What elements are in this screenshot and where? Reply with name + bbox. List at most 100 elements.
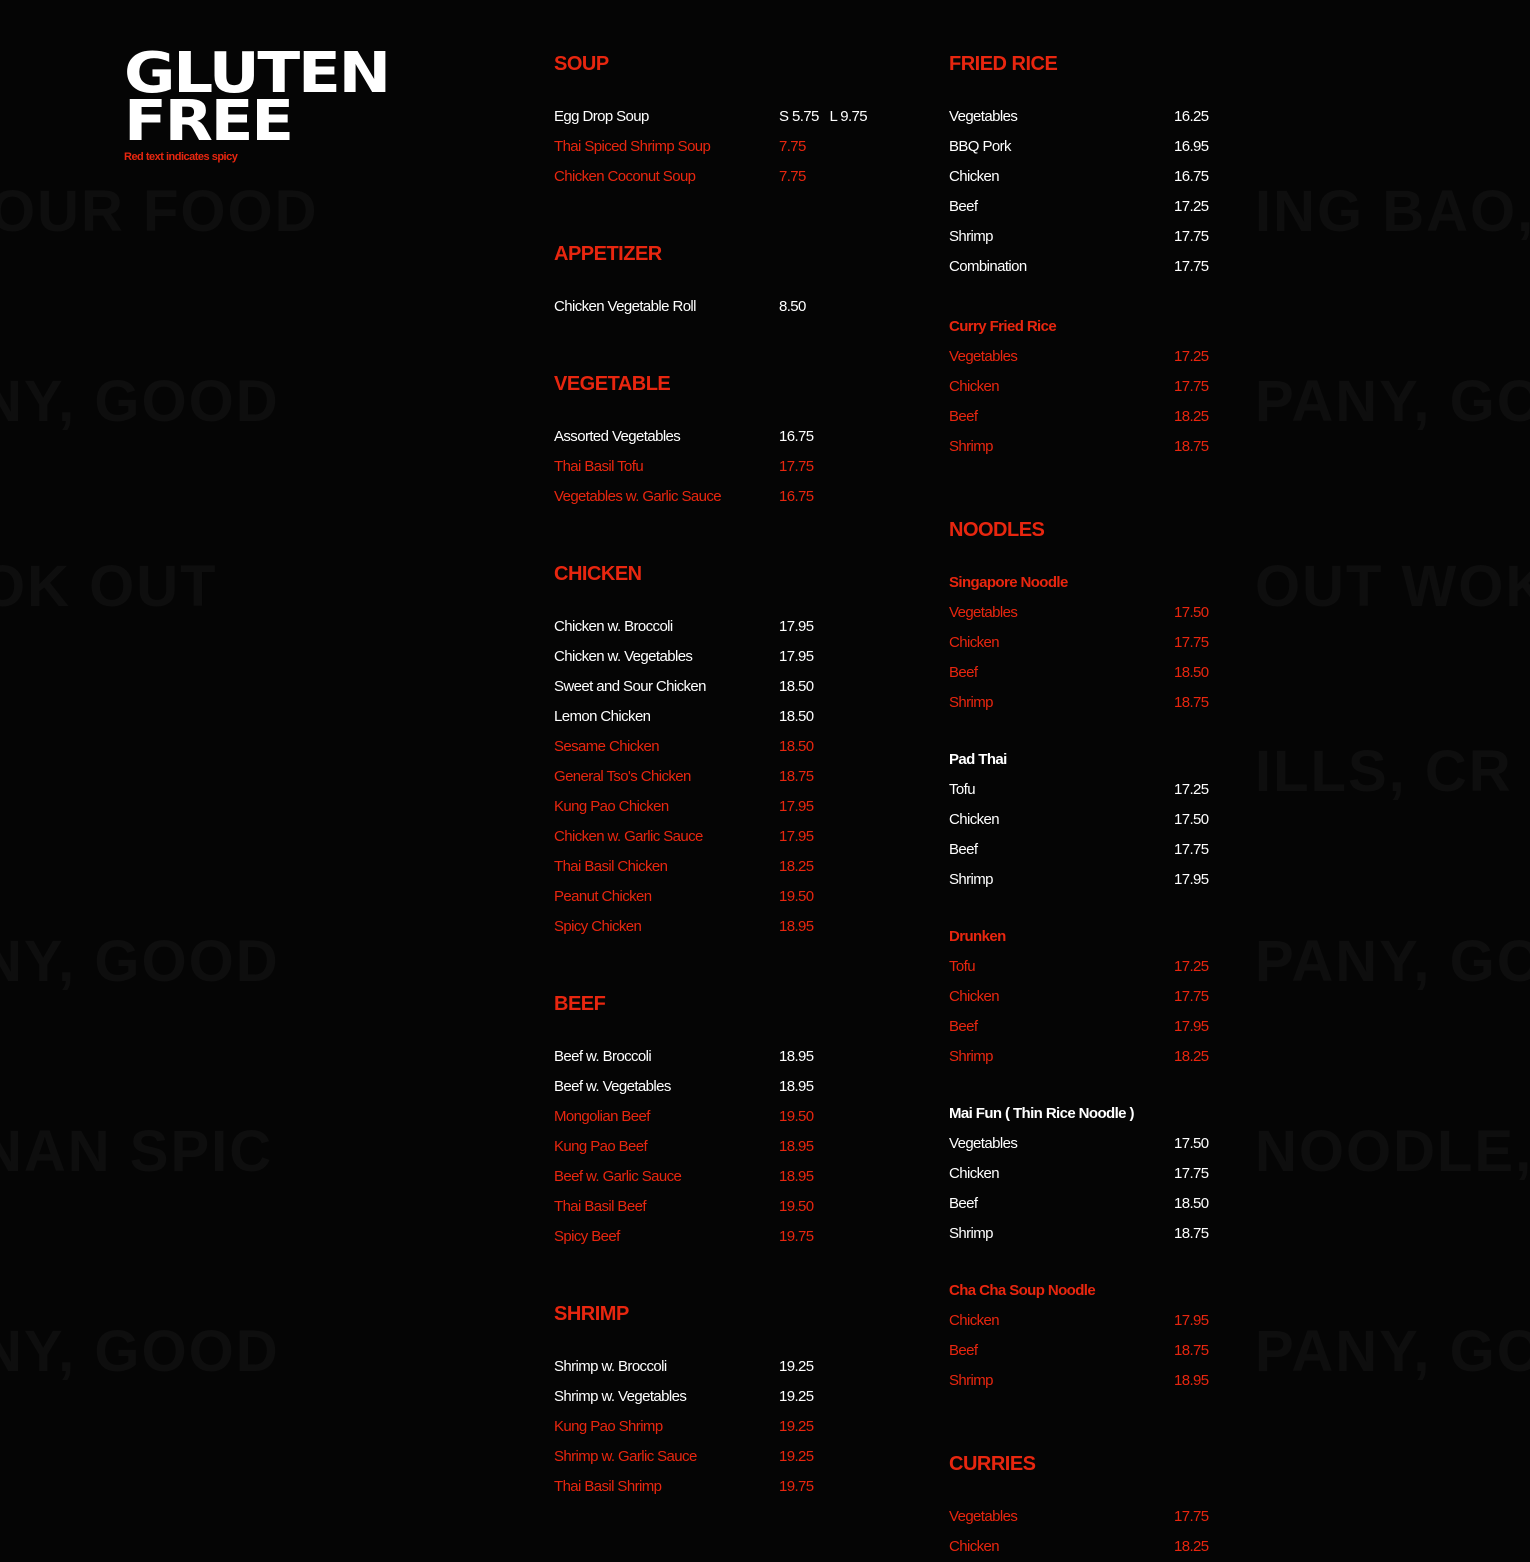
section-heading: CHICKEN: [554, 563, 642, 585]
menu-item-name: Vegetables w. Garlic Sauce: [554, 488, 722, 505]
menu-item-price: 18.95: [779, 918, 814, 935]
menu-item-price: 17.95: [779, 648, 814, 665]
menu-item-name: Spicy Beef: [554, 1228, 620, 1245]
menu-item-name: Beef: [949, 408, 978, 425]
menu-item-name: Vegetables: [949, 604, 1018, 621]
menu-item: Shrimp 18.25: [949, 1042, 1249, 1072]
page-title-line-2: FREE: [124, 89, 294, 154]
menu-item-name: Thai Basil Shrimp: [554, 1478, 662, 1495]
menu-item-price: 18.95: [779, 1138, 814, 1155]
menu-item-name: Thai Spiced Shrimp Soup: [554, 138, 711, 155]
menu-item: Beef 17.95: [949, 1012, 1249, 1042]
menu-item-name: Tofu: [949, 781, 976, 798]
menu-item-name: Beef: [949, 664, 978, 681]
menu-item-price: 17.25: [1174, 781, 1209, 798]
menu-item: Kung Pao Beef 18.95: [554, 1132, 854, 1162]
menu-subsection: Mai Fun ( Thin Rice Noodle ) Vegetables 17…: [949, 1099, 1249, 1249]
menu-item-name: Chicken w. Garlic Sauce: [554, 828, 703, 845]
menu-item-price: 17.50: [1174, 604, 1209, 621]
menu-item: Assorted Vegetables 16.75: [554, 422, 854, 452]
section-heading: SOUP: [554, 53, 609, 75]
menu-item-name: Chicken Vegetable Roll: [554, 298, 697, 315]
menu-item: Spicy Beef 19.75: [554, 1222, 854, 1252]
menu-item-price: 17.25: [1174, 958, 1209, 975]
menu-item: Chicken w. Broccoli 17.95: [554, 612, 854, 642]
menu-item-price: 18.25: [1174, 1048, 1209, 1065]
menu-item: Chicken 17.75: [949, 628, 1249, 658]
menu-item: Combination 17.75: [949, 252, 1249, 282]
menu-item-price: 16.95: [1174, 138, 1209, 155]
page-title-line-1: GLUTEN: [124, 41, 391, 106]
menu-item-name: Shrimp: [949, 1048, 994, 1065]
menu-item-name: Thai Basil Chicken: [554, 858, 668, 875]
section-heading: NOODLES: [949, 519, 1045, 541]
menu-subsection: Cha Cha Soup Noodle Chicken 17.95 Beef 18.75…: [949, 1276, 1249, 1396]
subsection-heading: Drunken: [949, 928, 1006, 945]
menu-item-price: 18.50: [779, 708, 814, 725]
menu-item: Thai Basil Chicken 18.25: [554, 852, 854, 882]
menu-item: Chicken 17.50: [949, 805, 1249, 835]
menu-item-price: 18.95: [1174, 1372, 1209, 1389]
menu-item: Chicken 18.25: [949, 1532, 1249, 1562]
menu-item-price: 19.50: [779, 1198, 814, 1215]
menu-item: Beef 18.50: [949, 658, 1249, 688]
menu-item-price: 17.25: [1174, 198, 1209, 215]
menu-item-name: Beef: [949, 198, 978, 215]
menu-subsection: Drunken Tofu 17.25 Chicken 17.75 Beef 17.95 Shr…: [949, 922, 1249, 1072]
menu-item: Shrimp 17.95: [949, 865, 1249, 895]
menu-item: Spicy Chicken 18.95: [554, 912, 854, 942]
menu-item: Sesame Chicken 18.50: [554, 732, 854, 762]
section-heading: SHRIMP: [554, 1303, 629, 1325]
menu-subsection: Curry Fried Rice Vegetables 17.25 Chicken 17…: [949, 312, 1249, 462]
menu-item-price: 17.95: [779, 828, 814, 845]
menu-item-price: 17.75: [1174, 258, 1209, 275]
menu-item-name: Lemon Chicken: [554, 708, 651, 725]
menu-item-price: 19.75: [779, 1228, 814, 1245]
section-heading: VEGETABLE: [554, 373, 671, 395]
menu-item-name: Chicken w. Vegetables: [554, 648, 693, 665]
subsection-heading: Singapore Noodle: [949, 574, 1068, 591]
menu-item: Shrimp 18.75: [949, 688, 1249, 718]
menu-item: Vegetables 16.25: [949, 102, 1249, 132]
menu-item-price: 18.25: [779, 858, 814, 875]
menu-item: BBQ Pork 16.95: [949, 132, 1249, 162]
menu-item: Shrimp 17.75: [949, 222, 1249, 252]
menu-item: Kung Pao Shrimp 19.25: [554, 1412, 854, 1442]
subsection-heading: Mai Fun ( Thin Rice Noodle ): [949, 1105, 1134, 1122]
menu-item-name: Chicken: [949, 988, 1000, 1005]
menu-item-price: 18.75: [1174, 694, 1209, 711]
menu-item: Chicken w. Vegetables 17.95: [554, 642, 854, 672]
menu-item: Peanut Chicken 19.50: [554, 882, 854, 912]
menu-item-price: S 5.75 L 9.75: [779, 108, 868, 125]
menu-item-name: Assorted Vegetables: [554, 428, 681, 445]
menu-section: FRIED RICE Vegetables 16.25 BBQ Pork 16.95 Ch…: [949, 52, 1249, 462]
menu-subsection: Singapore Noodle Vegetables 17.50 Chicken 17…: [949, 568, 1249, 718]
menu-item-price: 17.75: [779, 458, 814, 475]
menu-section: NOODLES Singapore Noodle Vegetables 17.50 Ch…: [949, 518, 1249, 1396]
menu-item-price: 18.75: [779, 768, 814, 785]
menu-item-price: 17.50: [1174, 1135, 1209, 1152]
menu-item-name: Vegetables: [949, 1508, 1018, 1525]
menu-item-price: 17.75: [1174, 228, 1209, 245]
menu-item: Shrimp w. Broccoli 19.25: [554, 1352, 854, 1382]
menu-column-left: SOUP Egg Drop Soup S 5.75 L 9.75 Thai Spice…: [554, 52, 868, 1502]
menu-item-name: Combination: [949, 258, 1027, 275]
menu-item: Chicken Coconut Soup 7.75: [554, 162, 854, 192]
menu-item-price: 18.50: [1174, 664, 1209, 681]
menu-item-name: General Tso's Chicken: [554, 768, 691, 785]
menu-item-price: 18.75: [1174, 438, 1209, 455]
menu-item-name: Chicken: [949, 168, 1000, 185]
menu-item-name: Chicken w. Broccoli: [554, 618, 673, 635]
menu-section: APPETIZER Chicken Vegetable Roll 8.50: [554, 242, 854, 322]
menu-item-price: 17.75: [1174, 988, 1209, 1005]
menu-section: CHICKEN Chicken w. Broccoli 17.95 Chicken w…: [554, 562, 854, 942]
menu-item-name: Sesame Chicken: [554, 738, 660, 755]
menu-item-name: Shrimp w. Broccoli: [554, 1358, 667, 1375]
menu-item-price: 17.95: [1174, 871, 1209, 888]
menu-item-name: Beef w. Vegetables: [554, 1078, 671, 1095]
section-heading: APPETIZER: [554, 243, 662, 265]
menu-item-name: Thai Basil Tofu: [554, 458, 644, 475]
menu-item-name: Spicy Chicken: [554, 918, 642, 935]
menu-item-price: 19.25: [779, 1448, 814, 1465]
menu-item-name: Chicken: [949, 811, 1000, 828]
